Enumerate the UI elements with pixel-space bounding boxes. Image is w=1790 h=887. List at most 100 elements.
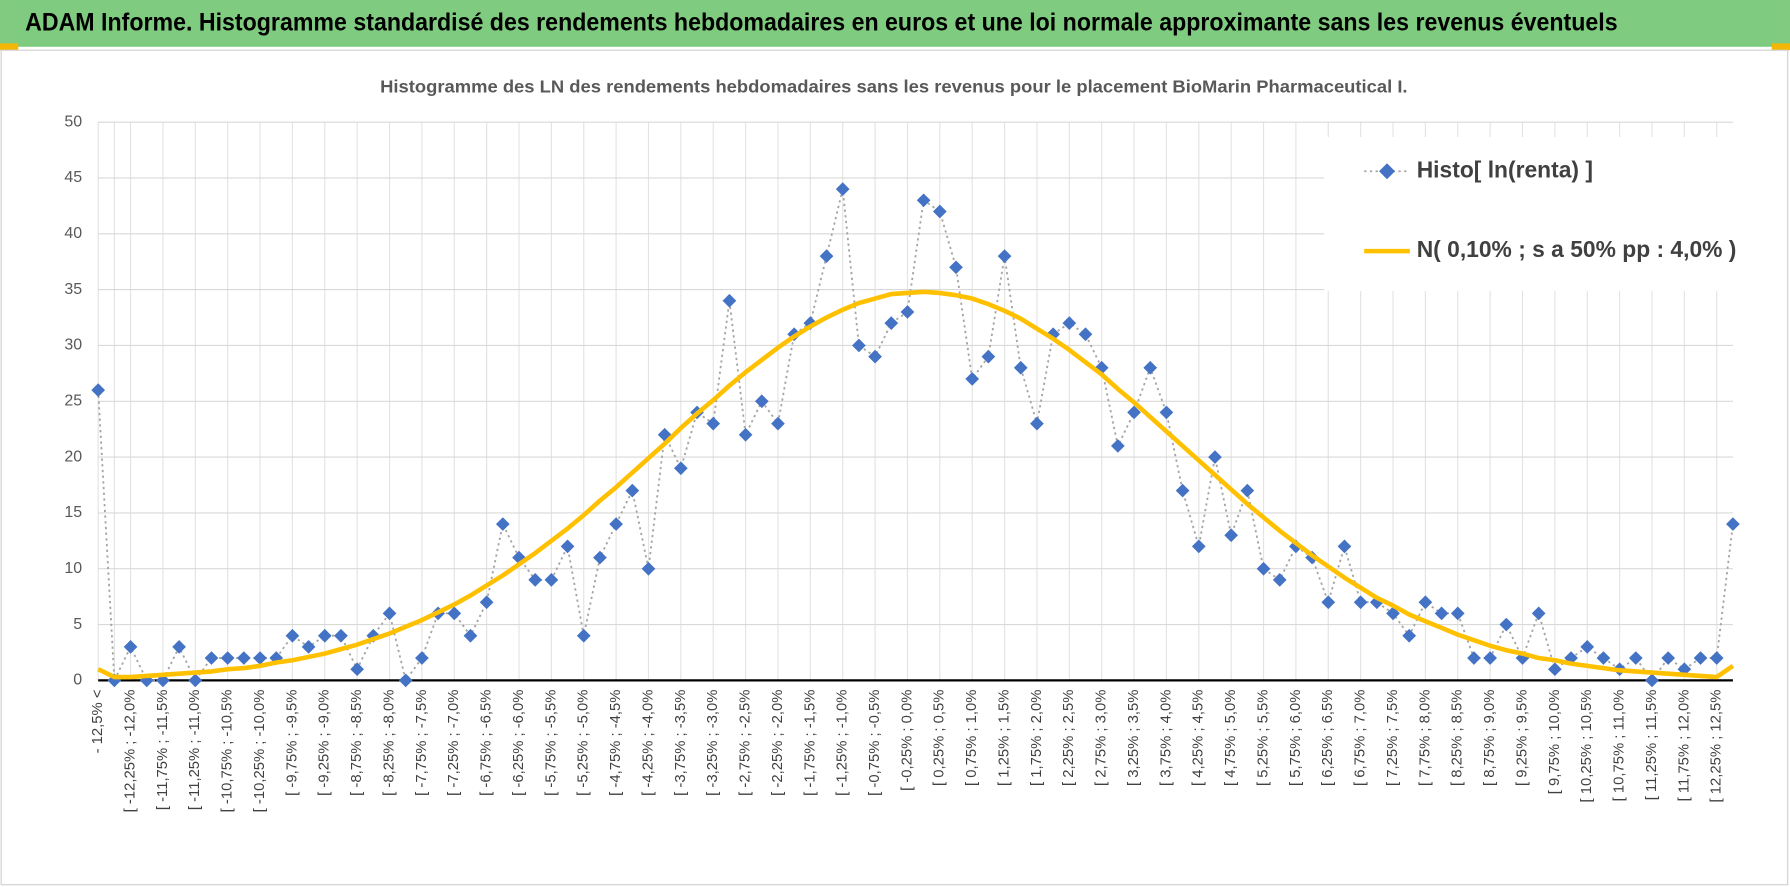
- x-tick-label: [ -4,75% ; -4,5%: [608, 690, 624, 796]
- x-tick-label: [ -10,75% ; -10,5%: [220, 690, 236, 813]
- x-tick-label: [ 0,25% ; 0,5%: [932, 690, 948, 786]
- data-point: [932, 204, 947, 219]
- x-tick-label: [ 9,75% ; 10,0%: [1547, 690, 1563, 795]
- x-tick-label: [ -0,25% ; 0,0%: [899, 690, 915, 791]
- data-point: [1499, 617, 1514, 632]
- x-tick-label: [ 9,25% ; 9,5%: [1514, 690, 1530, 786]
- series-line: [97, 289, 1735, 680]
- x-tick-label: [ -5,25% ; -5,0%: [576, 690, 592, 796]
- data-point: [1030, 416, 1044, 431]
- header-title: ADAM Informe. Histogramme standardisé de…: [25, 9, 1617, 37]
- data-point: [738, 427, 753, 442]
- series-line: [97, 188, 1734, 684]
- x-tick-label: [ -1,75% ; -1,5%: [802, 690, 818, 796]
- y-tick-label: 5: [73, 616, 82, 633]
- data-point: [544, 573, 559, 587]
- y-tick-label: 30: [64, 337, 82, 354]
- x-tick-label: [ -8,75% ; -8,5%: [349, 690, 365, 796]
- data-point: [1078, 327, 1093, 342]
- x-tick-label: [ 12,25% ; 12,5%: [1709, 690, 1725, 803]
- data-point: [965, 372, 980, 386]
- x-tick-label: [ 10,25% ; 10,5%: [1579, 690, 1595, 803]
- data-point: [172, 640, 186, 654]
- data-point: [981, 349, 996, 364]
- x-tick-label: [ 6,75% ; 7,0%: [1353, 690, 1369, 786]
- data-point: [1191, 539, 1206, 554]
- x-tick-label: [ 2,75% ; 3,0%: [1094, 690, 1110, 786]
- y-tick-label: 35: [64, 281, 82, 298]
- x-tick-label: [ 11,25% ; 11,5%: [1644, 690, 1660, 801]
- x-tick-label: [ -12,25% ; -12,0%: [122, 690, 138, 813]
- data-point: [1321, 595, 1336, 610]
- data-point: [512, 550, 526, 565]
- x-tick-label: [ 11,75% ; 12,0%: [1676, 690, 1692, 802]
- x-tick-label: [ -7,25% ; -7,0%: [446, 690, 462, 796]
- y-tick-label: 15: [64, 504, 82, 521]
- x-tick-label: [ -4,25% ; -4,0%: [640, 690, 656, 796]
- data-point: [900, 305, 915, 319]
- data-point: [1580, 640, 1595, 654]
- data-point: [1062, 316, 1077, 330]
- data-point: [479, 595, 494, 610]
- x-tick-label: [ -7,75% ; -7,5%: [414, 690, 430, 796]
- data-point: [301, 640, 316, 654]
- y-tick-label: 40: [64, 225, 82, 242]
- x-tick-label: [ 7,25% ; 7,5%: [1385, 690, 1401, 786]
- data-point: [91, 383, 106, 397]
- x-tick-label: [ -6,75% ; -6,5%: [479, 690, 495, 796]
- data-point: [674, 461, 688, 476]
- x-tick-label: [ 1,25% ; 1,5%: [996, 690, 1012, 786]
- data-point: [593, 550, 607, 565]
- legend-label: N( 0,10% ; s a 50% pp : 4,0% ): [1417, 236, 1737, 262]
- data-point: [123, 640, 138, 654]
- x-tick-label: [ 3,75% ; 4,0%: [1158, 690, 1174, 786]
- x-tick-label: [ 3,25% ; 3,5%: [1126, 690, 1142, 786]
- legend-box: [1324, 136, 1736, 292]
- y-tick-label: 50: [64, 113, 82, 130]
- data-point: [1127, 405, 1141, 420]
- data-point: [560, 539, 575, 554]
- legend-marker: [1379, 163, 1396, 180]
- x-tick-label: [ -10,25% ; -10,0%: [252, 690, 268, 813]
- y-tick-label: 45: [64, 169, 82, 186]
- data-point: [641, 561, 656, 576]
- x-tick-label: [ -8,25% ; -8,0%: [381, 690, 397, 796]
- data-point: [949, 260, 963, 275]
- x-tick-label: [ 4,75% ; 5,0%: [1223, 690, 1239, 786]
- x-tick-label: [ -6,25% ; -6,0%: [511, 690, 527, 796]
- x-tick-label: [ -9,75% ; -9,5%: [284, 690, 300, 796]
- data-point: [495, 517, 510, 531]
- chart-title: Histogramme des LN des rendements hebdom…: [380, 77, 1407, 96]
- x-tick-label: [ -11,75% ; -11,5%: [155, 690, 171, 811]
- y-tick-label: 20: [64, 448, 82, 465]
- data-point: [1208, 450, 1222, 464]
- x-tick-label: [ 4,25% ; 4,5%: [1191, 690, 1207, 786]
- data-point: [350, 662, 365, 677]
- x-tick-label: [ -3,75% ; -3,5%: [673, 690, 689, 796]
- x-tick-label: [ -1,25% ; -1,0%: [835, 690, 851, 796]
- x-tick-label: [ 0,75% ; 1,0%: [964, 690, 980, 786]
- data-point: [884, 316, 899, 330]
- x-tick-label: - 12,5% <: [90, 690, 106, 754]
- chart-frame: [0, 49, 1789, 886]
- data-point: [916, 193, 931, 208]
- x-tick-label: [ 6,25% ; 6,5%: [1320, 690, 1336, 786]
- data-point: [625, 483, 640, 498]
- x-tick-label: [ 1,75% ; 2,0%: [1029, 690, 1045, 786]
- x-tick-label: [ 5,25% ; 5,5%: [1255, 690, 1271, 786]
- data-point: [1256, 561, 1271, 576]
- x-tick-label: [ 8,75% ; 9,0%: [1482, 690, 1498, 786]
- corner-mark: [1771, 43, 1790, 51]
- x-tick-label: [ 10,75% ; 11,0%: [1612, 690, 1628, 802]
- data-point: [609, 517, 623, 531]
- data-point: [1224, 528, 1239, 543]
- x-tick-label: [ -2,75% ; -2,5%: [738, 690, 754, 796]
- corner-mark: [0, 43, 19, 51]
- x-tick-label: [ -2,25% ; -2,0%: [770, 690, 786, 796]
- x-tick-label: [ -11,25% ; -11,0%: [187, 690, 203, 811]
- x-tick-label: [ -5,75% ; -5,5%: [543, 690, 559, 796]
- data-point: [1013, 360, 1028, 375]
- x-tick-label: [ -0,75% ; -0,5%: [867, 690, 883, 796]
- y-tick-label: 25: [64, 392, 82, 409]
